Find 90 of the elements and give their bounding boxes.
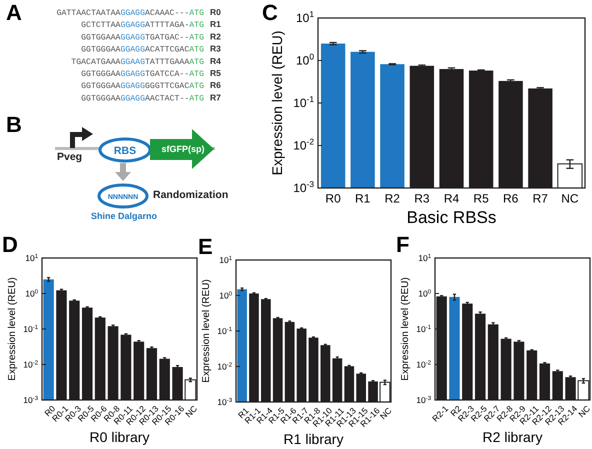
text: GGTGGGAA [81,82,121,92]
text: R0 [210,7,222,17]
x-tick-label: R6 [503,192,519,206]
y-axis-title: Expression level (REU) [7,277,18,381]
x-tick-label: R1 [355,192,371,206]
text: ATG [189,21,204,30]
text: TGATCCA-- [145,70,190,79]
text: TGACATGAAA [71,58,121,67]
text: ATG [189,58,204,67]
text: ATTTTAGA- [145,21,190,30]
y-tick-label: 10$^{-1}$ [416,324,432,334]
y-tick-label: 10$^{0}$ [418,288,432,298]
y-tick-label: 10$^{1}$ [418,252,432,263]
y-tick-label: 10$^{1}$ [296,9,314,26]
y-tick-label: 10$^{-1}$ [293,94,314,110]
text: ACATTCGAC [145,46,190,55]
y-tick-label: 10$^{1}$ [25,252,39,263]
x-tick-label: NC [183,404,200,420]
y-tick-label: 10$^{-2}$ [23,359,38,370]
text: GGAGG [120,21,146,30]
text: R7 [210,92,222,102]
text: sfGFP(sp) [161,144,205,154]
x-tick-label: NC [561,192,579,206]
chart-title: C [262,0,278,25]
text: GGAAG [120,58,146,67]
text: ATG [189,70,204,79]
text: A [6,0,22,25]
y-tick-label: 10$^{1}$ [219,254,233,265]
chart-title: F [396,232,410,257]
y-tick-label: 10$^{-1}$ [217,326,233,336]
y-tick-label: 10$^{-1}$ [23,324,39,334]
text: TATTTGAAA [145,58,190,67]
text: ACAAAC--- [145,9,190,18]
text: ATG [189,9,204,18]
y-tick-label: 10$^{-2}$ [416,359,431,370]
text: GCTCTTAA [81,21,121,30]
y-tick-label: 10$^{-3}$ [217,396,233,407]
y-tick-label: 10$^{-2}$ [293,136,314,153]
text: ATG [189,33,204,42]
text: Pveg [57,151,82,163]
text: Shine Dalgarno [90,211,158,221]
y-axis-title: Expression level (REU) [201,279,212,383]
x-tick-label: NC [576,404,592,420]
text: B [6,112,22,137]
text: GGAGG [120,94,146,104]
x-tick-label: R4 [444,192,460,206]
text: AACTACT-- [145,94,190,104]
text: ATG [189,46,204,55]
chart-title: E [198,234,213,259]
text: GGAGG [120,33,146,42]
text: R4 [210,56,222,66]
y-tick-label: 10$^{0}$ [25,288,39,298]
text: R6 [210,80,222,90]
text: GGAGG [120,46,146,55]
text: GGAGG [120,82,146,92]
y-axis-title: Expression level (REU) [400,277,411,381]
text: GGTGGAAA [81,33,121,42]
text: R5 [210,68,222,78]
y-tick-label: 10$^{-3}$ [293,179,314,196]
y-tick-label: 10$^{-3}$ [23,394,39,405]
text: GGTGGGAA [81,94,121,104]
y-axis-title: Expression level (REU) [269,30,285,176]
text: GGAGG [120,9,146,18]
text: R3 [210,44,222,54]
x-tick-label: R3 [414,192,430,206]
x-axis-title: R0 library [90,429,150,445]
x-axis-title: R1 library [284,431,344,447]
x-tick-label: R7 [532,192,548,206]
x-tick-label: R5 [473,192,490,206]
text: GGTGGGAA [81,70,121,79]
y-tick-label: 10$^{0}$ [219,290,233,300]
text: GGTGGGAA [81,46,121,55]
text: ATG [189,82,204,92]
x-tick-label: R0 [325,192,342,206]
text: GATTAACTAATAA [56,9,121,18]
x-tick-label: R2 [384,192,400,206]
x-axis-title: R2 library [482,429,542,445]
text: RBS [114,145,136,157]
text: R2 [210,31,222,42]
text: TGATGAC-- [145,33,190,42]
y-tick-label: 10$^{0}$ [296,52,314,68]
text: ATG [189,94,204,104]
x-axis-title: Basic RBSs [406,208,496,227]
text: R1 [210,19,222,30]
text: Randomization [153,189,228,201]
text: GGAGG [120,70,146,79]
text: GGGTTCGAC [145,82,190,92]
y-tick-label: 10$^{-2}$ [217,361,232,372]
chart-title: D [2,232,18,257]
y-tick-label: 10$^{-3}$ [416,394,432,405]
